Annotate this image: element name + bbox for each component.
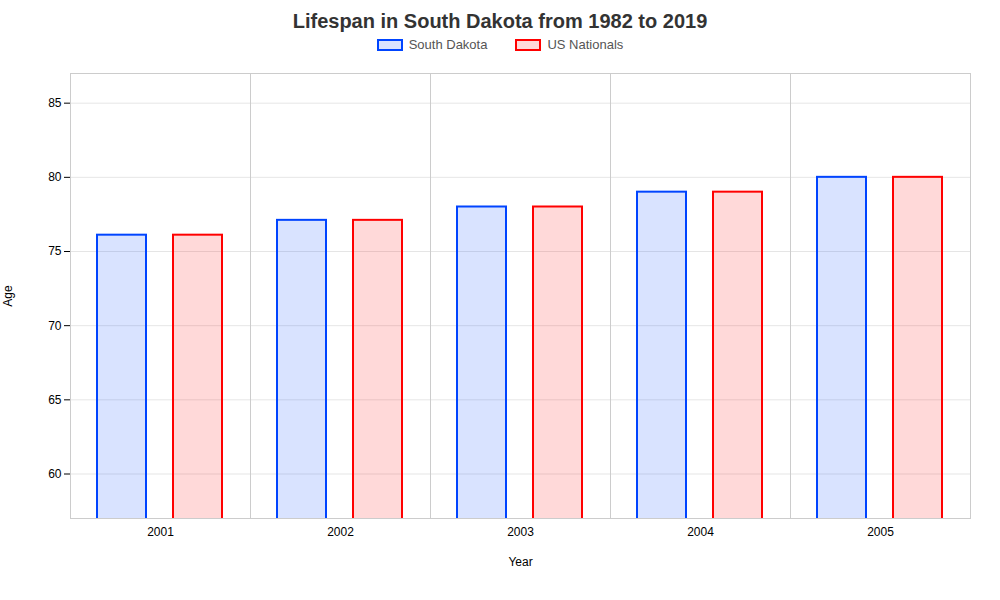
svg-text:60: 60 [48,467,62,481]
svg-text:70: 70 [48,319,62,333]
svg-text:85: 85 [48,96,62,110]
svg-text:Age: Age [1,285,15,307]
svg-text:80: 80 [48,170,62,184]
svg-text:2003: 2003 [507,525,534,539]
svg-text:2002: 2002 [327,525,354,539]
html-text:Lifespan in South Dakota from: Lifespan in South Dakota from 1982 to 20… [292,10,708,32]
html-text:US Nationals: US Nationals [547,37,624,52]
svg-text:2001: 2001 [147,525,174,539]
svg-text:2004: 2004 [687,525,714,539]
html-text:South Dakota: South Dakota [408,37,488,52]
svg-text:Year: Year [508,555,532,569]
svg-text:65: 65 [48,393,62,407]
svg-text:75: 75 [48,244,62,258]
svg-text:2005: 2005 [867,525,894,539]
